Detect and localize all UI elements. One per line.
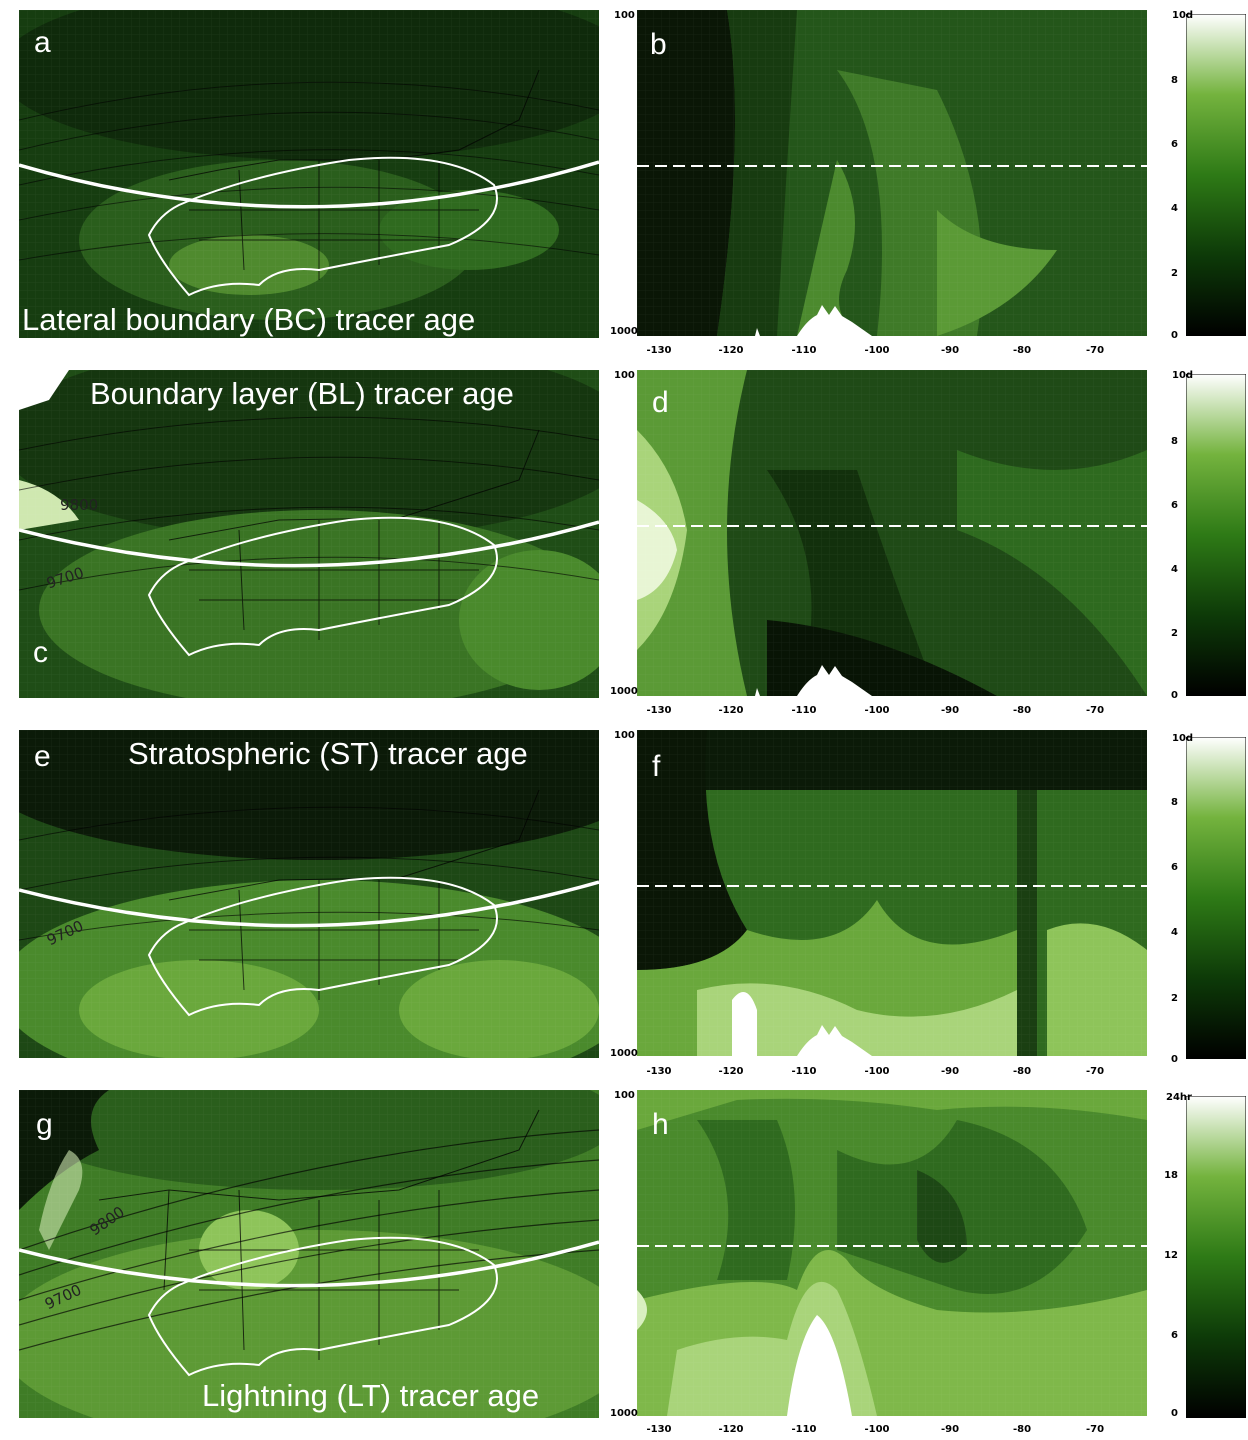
map-panel-g bbox=[19, 1090, 599, 1418]
colorbar-tick: 4 bbox=[1171, 203, 1178, 214]
colorbar-tick: 2 bbox=[1171, 268, 1178, 279]
colorbar-tick: 18 bbox=[1164, 1170, 1178, 1181]
x-tick: -100 bbox=[864, 1424, 890, 1435]
cross-panel-f bbox=[637, 730, 1147, 1056]
panel-label-b: b bbox=[650, 28, 667, 61]
colorbar-tick: 8 bbox=[1171, 797, 1178, 808]
x-tick: -70 bbox=[1085, 345, 1105, 356]
colorbar-top-f: 10d bbox=[1172, 733, 1194, 744]
x-tick: -70 bbox=[1085, 1066, 1105, 1077]
x-tick: -70 bbox=[1085, 1424, 1105, 1435]
map-panel-c bbox=[19, 370, 599, 698]
x-tick: -100 bbox=[864, 345, 890, 356]
map-panel-e bbox=[19, 730, 599, 1058]
x-tick: -130 bbox=[646, 1066, 672, 1077]
y-top-label-h: 100 bbox=[614, 1090, 635, 1101]
x-tick: -90 bbox=[940, 345, 960, 356]
y-bottom-label-d: 1000 bbox=[610, 686, 638, 697]
x-tick: -70 bbox=[1085, 705, 1105, 716]
colorbar-tick: 2 bbox=[1171, 628, 1178, 639]
x-tick: -110 bbox=[791, 345, 817, 356]
colorbar-top-h: 24hr bbox=[1166, 1092, 1192, 1103]
x-tick: -120 bbox=[718, 1066, 744, 1077]
x-tick: -90 bbox=[940, 1066, 960, 1077]
x-tick: -130 bbox=[646, 705, 672, 716]
y-top-label-d: 100 bbox=[614, 370, 635, 381]
x-tick: -90 bbox=[940, 705, 960, 716]
colorbar-tick: 0 bbox=[1171, 1408, 1178, 1419]
colorbar-tick: 6 bbox=[1171, 139, 1178, 150]
colorbar-tick: 0 bbox=[1171, 1054, 1178, 1065]
panel-title-g: Lightning (LT) tracer age bbox=[202, 1378, 540, 1413]
cross-panel-h bbox=[637, 1090, 1147, 1416]
y-top-label-f: 100 bbox=[614, 730, 635, 741]
colorbar-tick: 0 bbox=[1171, 330, 1178, 341]
x-tick: -130 bbox=[646, 345, 672, 356]
colorbar-tick: 6 bbox=[1171, 500, 1178, 511]
colorbar-tick: 6 bbox=[1171, 1330, 1178, 1341]
y-bottom-label-f: 1000 bbox=[610, 1048, 638, 1059]
colorbar-tick: 6 bbox=[1171, 862, 1178, 873]
colorbar-tick: 12 bbox=[1164, 1250, 1178, 1261]
colorbar-h bbox=[1185, 1095, 1247, 1419]
x-tick: -80 bbox=[1012, 1066, 1032, 1077]
x-tick: -90 bbox=[940, 1424, 960, 1435]
x-tick: -100 bbox=[864, 1066, 890, 1077]
y-bottom-label-h: 1000 bbox=[610, 1408, 638, 1419]
map-panel-a bbox=[19, 10, 599, 338]
x-tick: -120 bbox=[718, 705, 744, 716]
colorbar-d bbox=[1185, 373, 1247, 697]
panel-label-c: c bbox=[33, 636, 48, 669]
colorbar-b bbox=[1185, 13, 1247, 337]
panel-label-e: e bbox=[34, 740, 51, 773]
panel-title-a: Lateral boundary (BC) tracer age bbox=[22, 302, 476, 337]
x-tick: -80 bbox=[1012, 1424, 1032, 1435]
panel-label-f: f bbox=[652, 750, 661, 783]
colorbar-top-b: 10d bbox=[1172, 10, 1194, 21]
colorbar-tick: 8 bbox=[1171, 436, 1178, 447]
x-tick: -120 bbox=[718, 345, 744, 356]
colorbar-tick: 8 bbox=[1171, 75, 1178, 86]
cross-panel-d bbox=[637, 370, 1147, 696]
colorbar-top-d: 10d bbox=[1172, 370, 1194, 381]
panel-label-h: h bbox=[652, 1108, 669, 1141]
colorbar-tick: 2 bbox=[1171, 993, 1178, 1004]
x-tick: -120 bbox=[718, 1424, 744, 1435]
panel-label-a: a bbox=[34, 26, 51, 59]
colorbar-tick: 4 bbox=[1171, 927, 1178, 938]
colorbar-f bbox=[1185, 736, 1247, 1060]
x-tick: -80 bbox=[1012, 705, 1032, 716]
x-tick: -100 bbox=[864, 705, 890, 716]
contour-label: 9800 bbox=[60, 496, 99, 514]
panel-label-d: d bbox=[652, 386, 669, 419]
cross-panel-b bbox=[637, 10, 1147, 336]
y-bottom-label-b: 1000 bbox=[610, 326, 638, 337]
y-top-label-b: 100 bbox=[614, 10, 635, 21]
x-tick: -130 bbox=[646, 1424, 672, 1435]
panel-label-g: g bbox=[36, 1108, 53, 1141]
x-tick: -110 bbox=[791, 705, 817, 716]
panel-title-e: Stratospheric (ST) tracer age bbox=[128, 736, 528, 771]
x-tick: -110 bbox=[791, 1066, 817, 1077]
x-tick: -110 bbox=[791, 1424, 817, 1435]
colorbar-tick: 4 bbox=[1171, 564, 1178, 575]
colorbar-tick: 0 bbox=[1171, 690, 1178, 701]
panel-title-c: Boundary layer (BL) tracer age bbox=[90, 376, 514, 411]
x-tick: -80 bbox=[1012, 345, 1032, 356]
